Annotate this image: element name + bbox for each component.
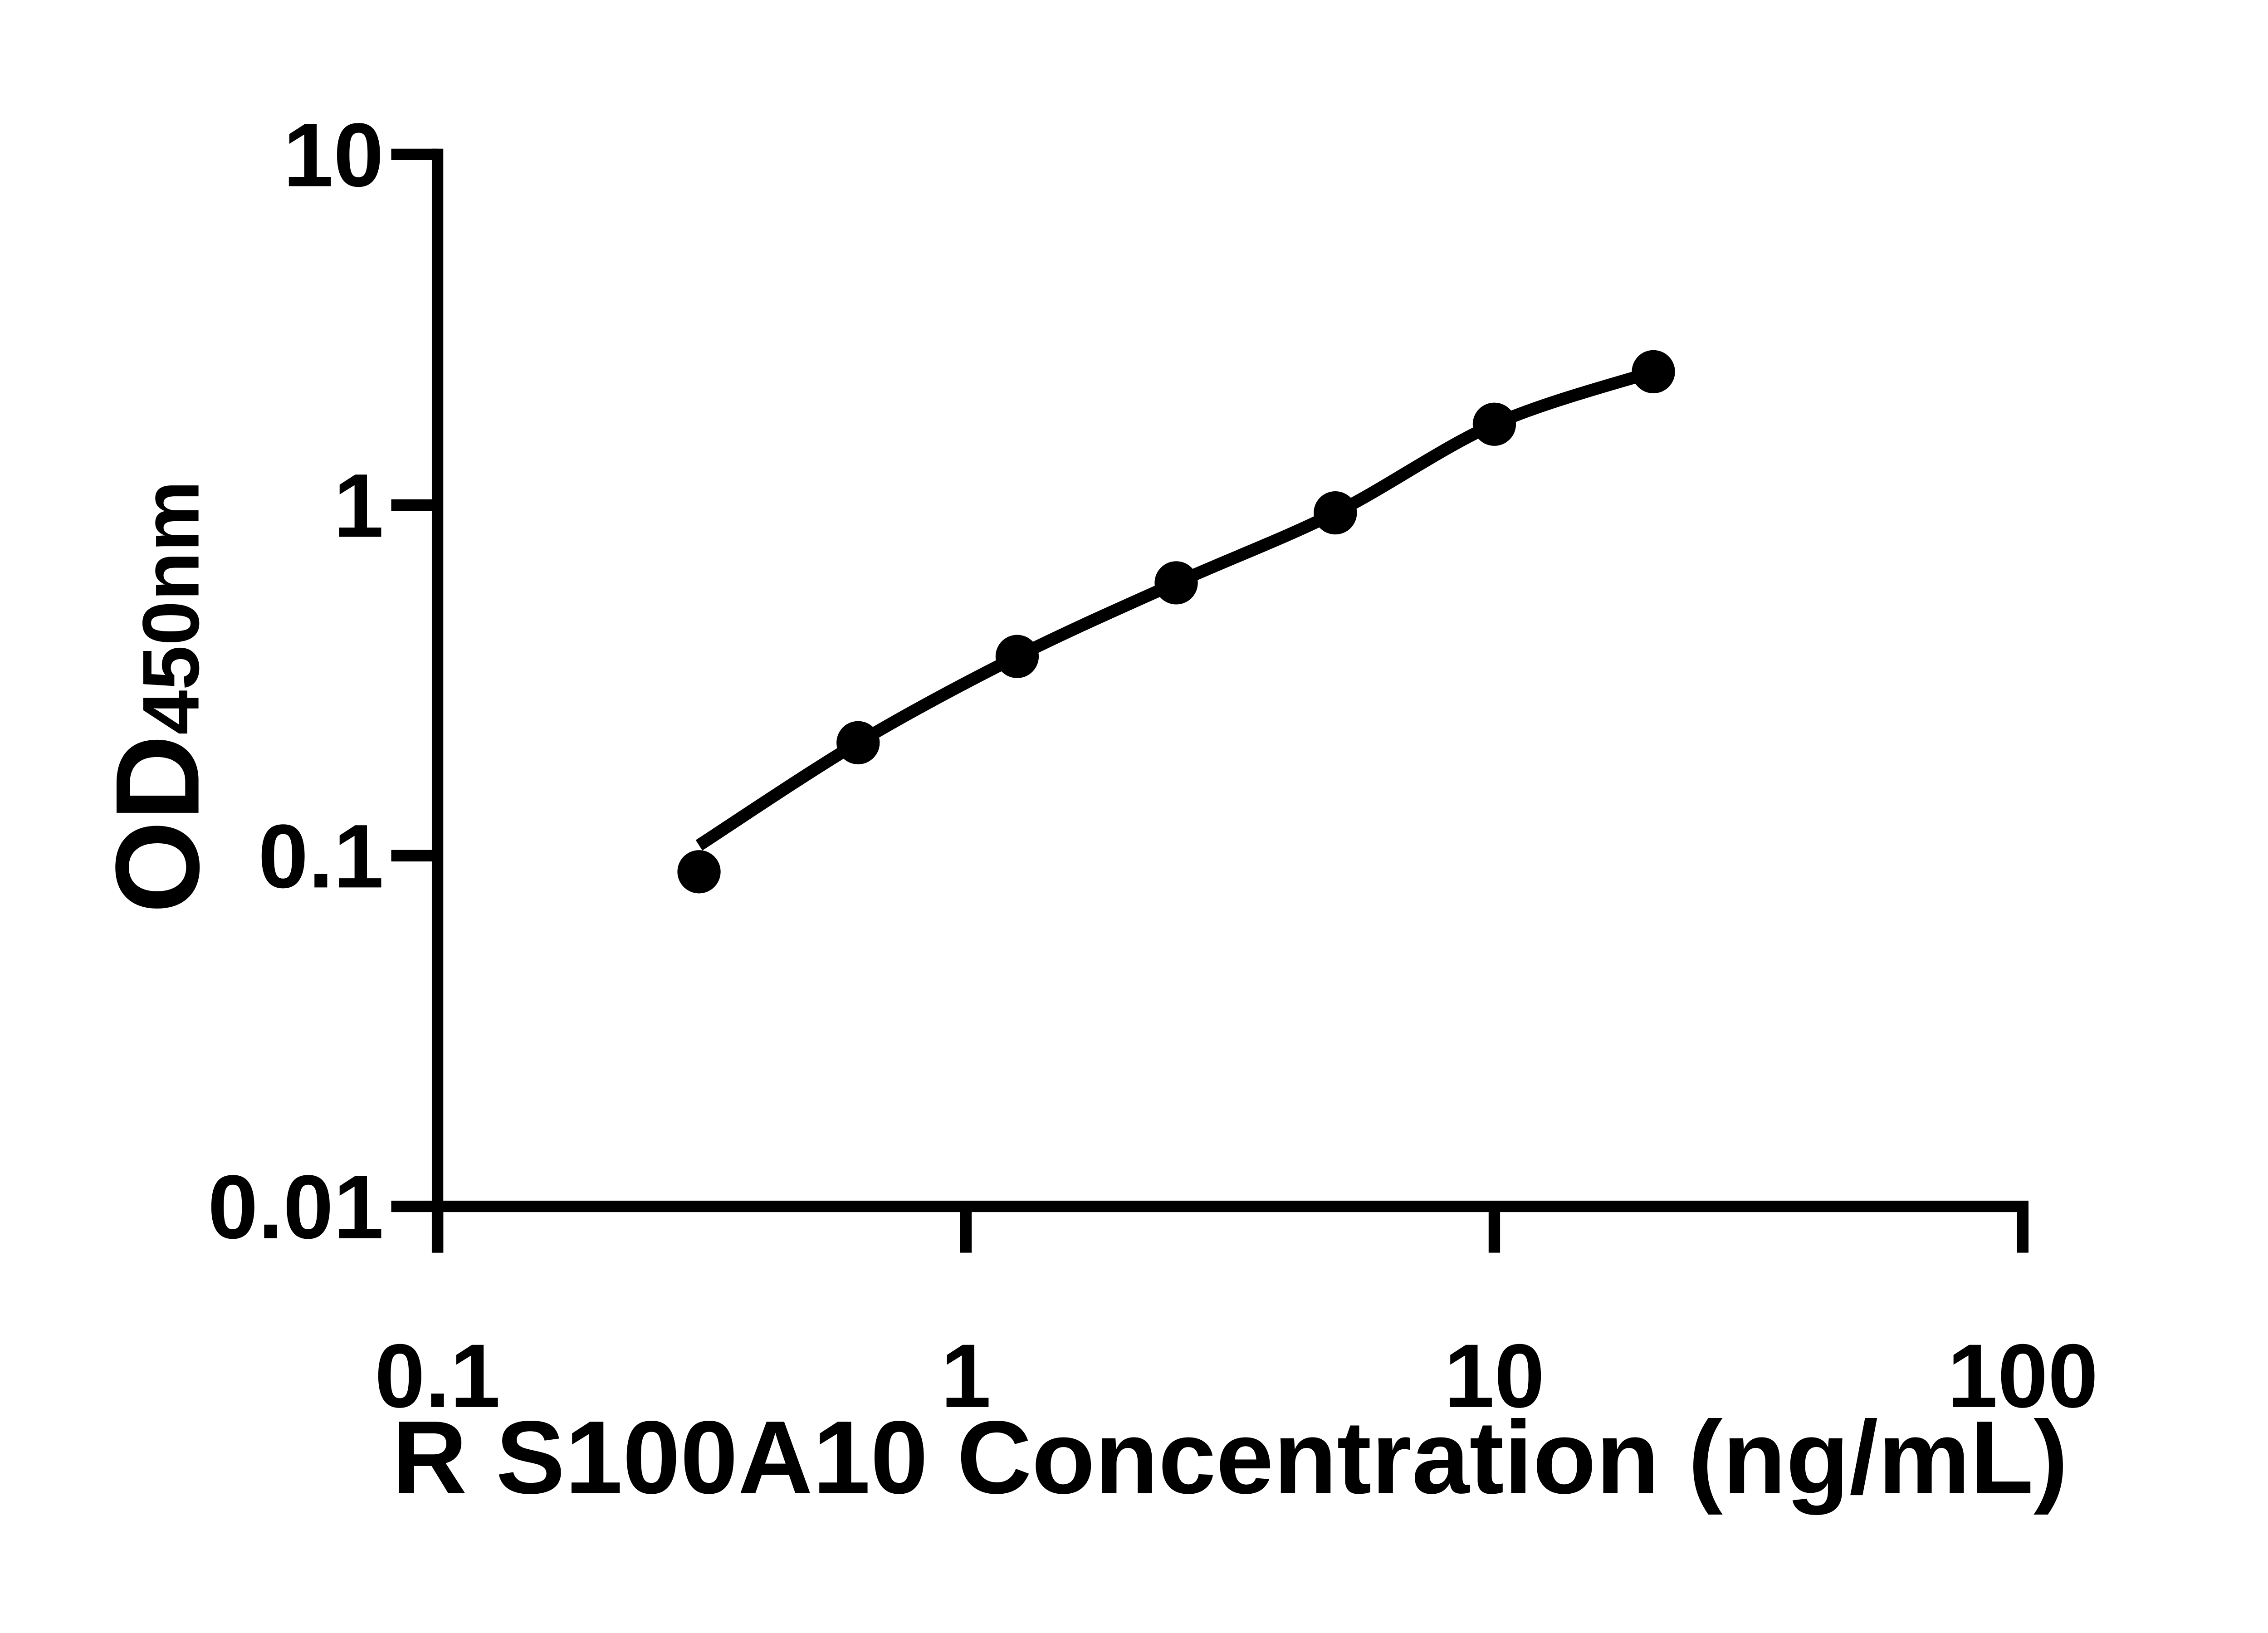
x-tick-label: 1 bbox=[941, 1326, 991, 1427]
data-point-marker bbox=[836, 721, 880, 764]
y-axis-title-main: OD bbox=[91, 735, 224, 914]
data-point-marker bbox=[1314, 491, 1357, 535]
data-point-marker bbox=[1632, 350, 1675, 394]
elisa-standard-curve-chart: 10 1 0.1 0.01 0.1 1 10 100 R S100A10 Concentra… bbox=[0, 0, 2268, 1588]
data-point-marker bbox=[677, 850, 721, 894]
x-ticks: 0.1 1 10 100 bbox=[375, 1206, 2098, 1427]
chart-background bbox=[0, 0, 2268, 1588]
data-point-marker bbox=[1154, 561, 1198, 605]
y-axis-title-subscript: 450nm bbox=[126, 480, 216, 735]
y-axis-title: OD450nm bbox=[91, 480, 224, 914]
y-tick-label: 0.1 bbox=[258, 806, 384, 907]
y-tick-label: 10 bbox=[283, 105, 384, 205]
data-point-marker bbox=[995, 635, 1039, 678]
y-tick-label: 0.01 bbox=[208, 1157, 384, 1257]
y-tick-label: 1 bbox=[333, 455, 384, 556]
data-point-marker bbox=[1472, 402, 1516, 446]
x-tick-label: 10 bbox=[1444, 1326, 1545, 1427]
elisa-standard-curve-figure: 10 1 0.1 0.01 0.1 1 10 100 R S100A10 Concentra… bbox=[0, 0, 2268, 1588]
x-tick-label: 100 bbox=[1947, 1326, 2098, 1427]
x-tick-label: 0.1 bbox=[375, 1326, 500, 1427]
y-ticks: 10 1 0.1 0.01 bbox=[208, 105, 438, 1257]
data-points bbox=[677, 350, 1675, 894]
x-axis-title: R S100A10 Concentration (ng/mL) bbox=[392, 1400, 2068, 1516]
axes bbox=[431, 148, 2028, 1253]
